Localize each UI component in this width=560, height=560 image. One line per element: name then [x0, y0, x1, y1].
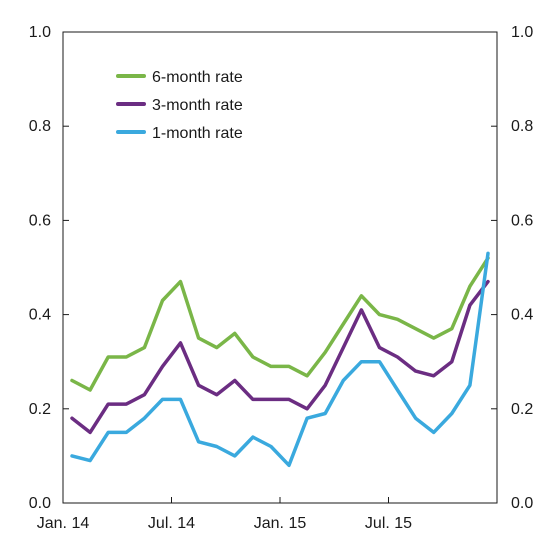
y-tick-label-left: 0.4: [29, 307, 51, 324]
x-axis: Jan. 14 Jul. 14 Jan. 15 Jul. 15: [37, 497, 412, 532]
y-tick-label-right: 0.2: [511, 401, 533, 418]
legend-label: 6-month rate: [152, 69, 243, 86]
series-line-3-month-rate: [70, 279, 490, 435]
series-lines: [70, 251, 490, 468]
series-line-1-month-rate: [70, 251, 490, 468]
legend-label: 1-month rate: [152, 125, 243, 142]
y-tick-label-left: 0.8: [29, 118, 51, 135]
x-tick-label: Jul. 14: [148, 515, 195, 532]
y-tick-label-left: 0.6: [29, 212, 51, 229]
y-tick-label-right: 0.0: [511, 495, 533, 512]
x-tick-label: Jan. 15: [254, 515, 307, 532]
y-tick-label-left: 0.2: [29, 401, 51, 418]
series-line-6-month-rate: [70, 256, 490, 392]
x-tick-label: Jul. 15: [365, 515, 412, 532]
y-tick-label-right: 0.8: [511, 118, 533, 135]
legend: 6-month rate 3-month rate 1-month rate: [116, 69, 243, 142]
y-tick-label-right: 0.6: [511, 212, 533, 229]
legend-label: 3-month rate: [152, 97, 243, 114]
x-tick-label: Jan. 14: [37, 515, 90, 532]
y-axis-left: 0.0 0.2 0.4 0.6 0.8 1.0: [29, 24, 69, 512]
y-tick-label-left: 0.0: [29, 495, 51, 512]
y-tick-label-left: 1.0: [29, 24, 51, 41]
y-axis-right: 0.0 0.2 0.4 0.6 0.8 1.0: [491, 24, 533, 512]
y-tick-label-right: 1.0: [511, 24, 533, 41]
y-tick-label-right: 0.4: [511, 307, 533, 324]
